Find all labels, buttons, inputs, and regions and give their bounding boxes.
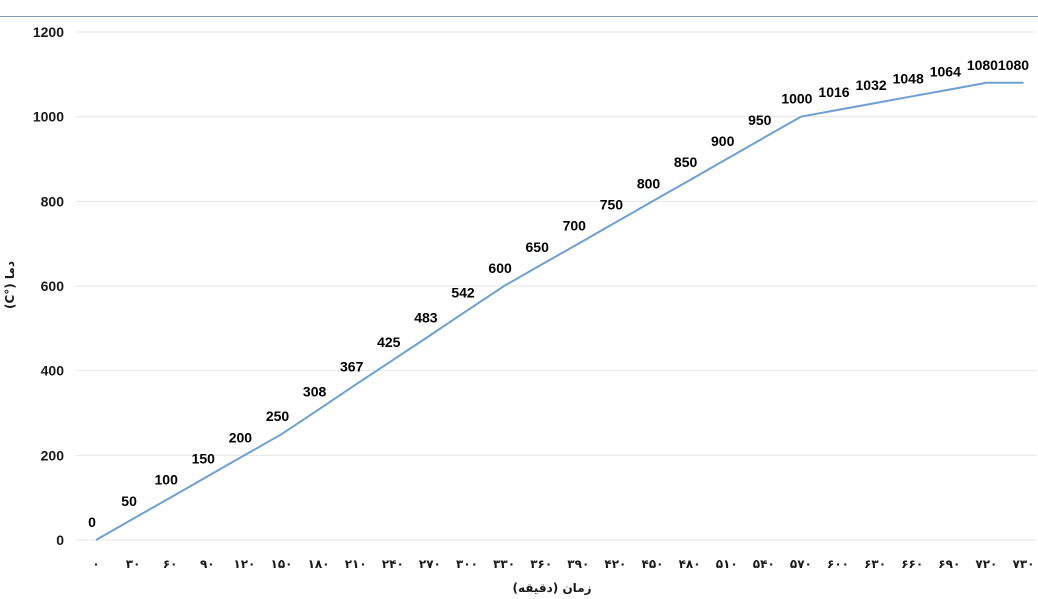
data-label: 1048 <box>893 70 924 86</box>
y-tick-label: 1000 <box>33 109 64 125</box>
y-tick-label: 1200 <box>33 24 64 40</box>
data-label: 1080 <box>998 57 1029 73</box>
top-border-rule <box>0 16 1038 17</box>
y-axis-title: دما (°C) <box>3 261 17 309</box>
data-label: 100 <box>155 472 179 488</box>
x-tick-label: ۲۴۰ <box>382 557 404 571</box>
x-tick-label: ۳۰۰ <box>456 557 478 571</box>
y-tick-label: 600 <box>41 278 65 294</box>
data-label: 0 <box>88 514 96 530</box>
x-tick-label: ۹۰ <box>200 557 215 571</box>
x-tick-label: ۱۸۰ <box>308 557 330 571</box>
x-tick-label: ۲۷۰ <box>419 557 441 571</box>
x-tick-label: ۲۱۰ <box>345 557 367 571</box>
data-label: 1000 <box>781 91 812 107</box>
y-tick-label: 200 <box>41 447 65 463</box>
x-tick-label: ۳۶۰ <box>530 557 552 571</box>
data-label: 750 <box>600 197 624 213</box>
x-tick-label: ۱۵۰ <box>271 557 293 571</box>
x-tick-label: ۱۲۰ <box>233 557 255 571</box>
data-label: 483 <box>414 310 438 326</box>
data-label: 900 <box>711 133 735 149</box>
x-tick-label: ۷۲۰ <box>975 557 997 571</box>
x-tick-label: ۶۹۰ <box>938 557 960 571</box>
x-tick-label: ۳۰ <box>126 557 141 571</box>
data-label: 200 <box>229 429 253 445</box>
x-tick-label: ۰ <box>92 557 99 571</box>
data-label: 1080 <box>967 57 998 73</box>
data-label: 1016 <box>818 84 849 100</box>
x-axis-title: زمان (دقیقه) <box>512 581 591 595</box>
data-label: 950 <box>748 112 772 128</box>
x-tick-label: ۴۵۰ <box>642 557 664 571</box>
data-label: 50 <box>121 493 137 509</box>
x-tick-label: ۶۰ <box>163 557 178 571</box>
x-tick-label: ۵۷۰ <box>790 557 812 571</box>
y-tick-label: 800 <box>41 193 65 209</box>
data-label: 850 <box>674 154 698 170</box>
x-tick-label: ۳۹۰ <box>567 557 589 571</box>
x-tick-label: ۴۸۰ <box>679 557 701 571</box>
data-label: 250 <box>266 408 290 424</box>
x-tick-label: ۵۱۰ <box>716 557 738 571</box>
x-tick-label: ۶۳۰ <box>864 557 886 571</box>
y-axis-ticks: 0 200 400 600 800 1000 1200 <box>33 24 64 548</box>
data-label: 600 <box>488 260 512 276</box>
data-label: 367 <box>340 359 364 375</box>
x-tick-label: ۶۰۰ <box>827 557 849 571</box>
data-label: 800 <box>637 175 661 191</box>
data-label: 700 <box>563 218 587 234</box>
data-labels: 0 50 100 150 200 250 308 367 425 483 542 600 650 700 7… <box>88 57 1029 530</box>
x-axis-ticks: ۰ ۳۰ ۶۰ ۹۰ ۱۲۰ ۱۵۰ ۱۸۰ ۲۱۰ ۲۴۰ ۲۷۰ ۳۰۰ ۳۳۰ ۳۶۰ ۳۹۰ ۴۲۰… <box>92 557 1034 571</box>
x-tick-label: ۴۲۰ <box>604 557 626 571</box>
data-label: 308 <box>303 384 327 400</box>
y-tick-label: 400 <box>41 363 65 379</box>
gridlines <box>76 31 1036 541</box>
y-tick-label: 0 <box>56 532 64 548</box>
series-line <box>95 81 1024 541</box>
x-tick-label: ۵۴۰ <box>753 557 775 571</box>
data-label: 650 <box>526 239 550 255</box>
x-tick-label: ۳۳۰ <box>493 557 515 571</box>
data-label: 425 <box>377 334 401 350</box>
data-label: 1064 <box>930 64 961 80</box>
data-label: 150 <box>192 451 216 467</box>
x-tick-label: ۷۳۰ <box>1013 557 1035 571</box>
x-tick-label: ۶۶۰ <box>901 557 923 571</box>
data-label: 542 <box>451 285 475 301</box>
data-label: 1032 <box>856 77 887 93</box>
